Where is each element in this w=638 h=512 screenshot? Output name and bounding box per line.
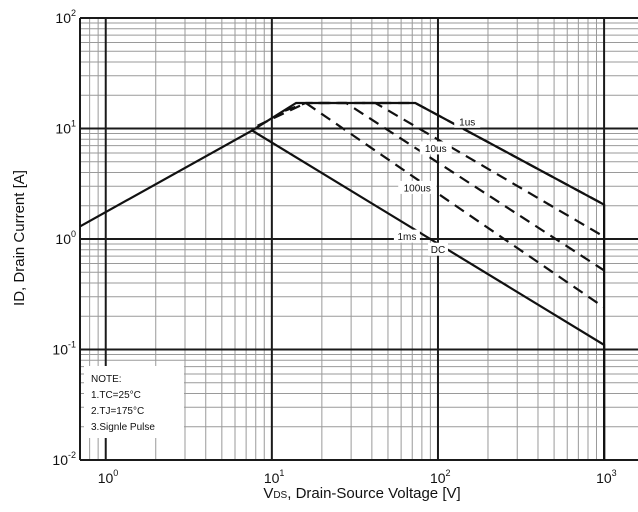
x-axis-title: VDS, Drain-Source Voltage [V] <box>263 485 460 502</box>
y-tick-label: 10-2 <box>52 450 76 468</box>
major-grid <box>79 17 638 461</box>
series-label-1ms: 1ms <box>397 232 416 243</box>
note-title: NOTE: <box>91 374 122 385</box>
y-tick-label: 100 <box>55 229 76 247</box>
series-layer <box>79 101 606 460</box>
y-tick-label: 101 <box>55 119 76 137</box>
note-box-background <box>84 366 184 438</box>
series-label-10us: 10us <box>425 144 447 155</box>
x-tick-label: 103 <box>596 468 617 486</box>
note-line-tc: 1.TC=25°C <box>91 390 141 401</box>
series-label-DC: DC <box>431 245 445 256</box>
series-label-100us: 100us <box>404 183 431 194</box>
note-line-tj: 2.TJ=175°C <box>91 406 144 417</box>
series-line-limit <box>251 101 606 460</box>
x-tick-label: 100 <box>98 468 119 486</box>
y-tick-label: 102 <box>55 8 76 26</box>
x-tick-label: 101 <box>264 468 285 486</box>
series-label-bg-DC <box>427 242 448 256</box>
y-axis-title: ID, Drain Current [A] <box>11 170 28 306</box>
series-label-1us: 1us <box>459 117 475 128</box>
series-label-bg-100us <box>398 180 437 194</box>
series-label-bg-10us <box>419 141 452 155</box>
x-axis-title-subscript: DS <box>273 490 287 501</box>
series-line-1ms <box>257 101 605 309</box>
y-tick-labels: 102 101 100 10-1 10-2 <box>52 8 76 468</box>
x-tick-labels: 100 101 102 103 <box>98 468 617 486</box>
series-labels: DC 1ms 100us 10us 1us <box>393 114 481 256</box>
series-label-bg-1ms <box>393 229 420 243</box>
x-axis-title-main: V <box>263 485 273 502</box>
x-tick-label: 102 <box>430 468 451 486</box>
note-box: NOTE: 1.TC=25°C 2.TJ=175°C 3.Signle Puls… <box>84 366 184 438</box>
y-tick-label: 10-1 <box>52 340 76 358</box>
series-label-bg-1us <box>454 114 481 128</box>
x-axis-title-rest: , Drain-Source Voltage [V] <box>287 485 460 502</box>
note-line-pulse: 3.Signle Pulse <box>91 422 155 433</box>
